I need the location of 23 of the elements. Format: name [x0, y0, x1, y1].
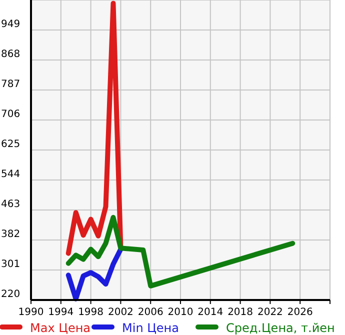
x-tick-label: 2014	[198, 307, 224, 318]
y-tick-label: 868	[1, 49, 20, 60]
y-tick-label: 625	[1, 139, 20, 150]
y-tick-label: 463	[1, 199, 20, 210]
y-tick-label: 382	[1, 229, 20, 240]
legend-label: Max Цена	[30, 321, 91, 335]
x-tick-label: 1994	[48, 307, 74, 318]
y-tick-label: 544	[1, 169, 20, 180]
y-tick-label: 220	[1, 289, 20, 300]
x-tick-label: 1998	[78, 307, 104, 318]
x-tick-label: 1990	[18, 307, 44, 318]
x-tick-label: 2006	[138, 307, 164, 318]
legend-label: Min Цена	[122, 321, 180, 335]
x-tick-label: 2010	[168, 307, 194, 318]
x-tick-label: 2026	[287, 307, 313, 318]
legend-label: Сред.Цена, т.йен	[226, 321, 335, 335]
y-tick-label: 787	[1, 79, 20, 90]
y-tick-label: 949	[1, 19, 20, 30]
x-tick-label: 2018	[228, 307, 254, 318]
x-tick-label: 2022	[257, 307, 283, 318]
y-tick-label: 706	[1, 109, 20, 120]
x-tick-label: 2002	[108, 307, 134, 318]
y-tick-label: 301	[1, 259, 20, 270]
